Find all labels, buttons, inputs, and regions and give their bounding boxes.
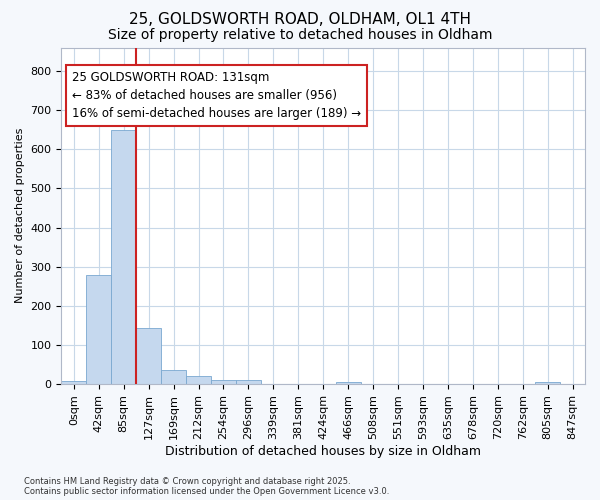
Bar [535, 382, 560, 384]
Text: Contains HM Land Registry data © Crown copyright and database right 2025.: Contains HM Land Registry data © Crown c… [24, 477, 350, 486]
Bar [61, 381, 86, 384]
Bar [236, 380, 261, 384]
Bar [335, 382, 361, 384]
Bar [111, 130, 136, 384]
Bar [136, 328, 161, 384]
Bar [186, 376, 211, 384]
Text: 25, GOLDSWORTH ROAD, OLDHAM, OL1 4TH: 25, GOLDSWORTH ROAD, OLDHAM, OL1 4TH [129, 12, 471, 28]
X-axis label: Distribution of detached houses by size in Oldham: Distribution of detached houses by size … [165, 444, 481, 458]
Y-axis label: Number of detached properties: Number of detached properties [15, 128, 25, 304]
Text: 25 GOLDSWORTH ROAD: 131sqm
← 83% of detached houses are smaller (956)
16% of sem: 25 GOLDSWORTH ROAD: 131sqm ← 83% of deta… [72, 71, 361, 120]
Text: Contains public sector information licensed under the Open Government Licence v3: Contains public sector information licen… [24, 487, 389, 496]
Bar [161, 370, 186, 384]
Bar [86, 276, 111, 384]
Text: Size of property relative to detached houses in Oldham: Size of property relative to detached ho… [108, 28, 492, 42]
Bar [211, 380, 236, 384]
